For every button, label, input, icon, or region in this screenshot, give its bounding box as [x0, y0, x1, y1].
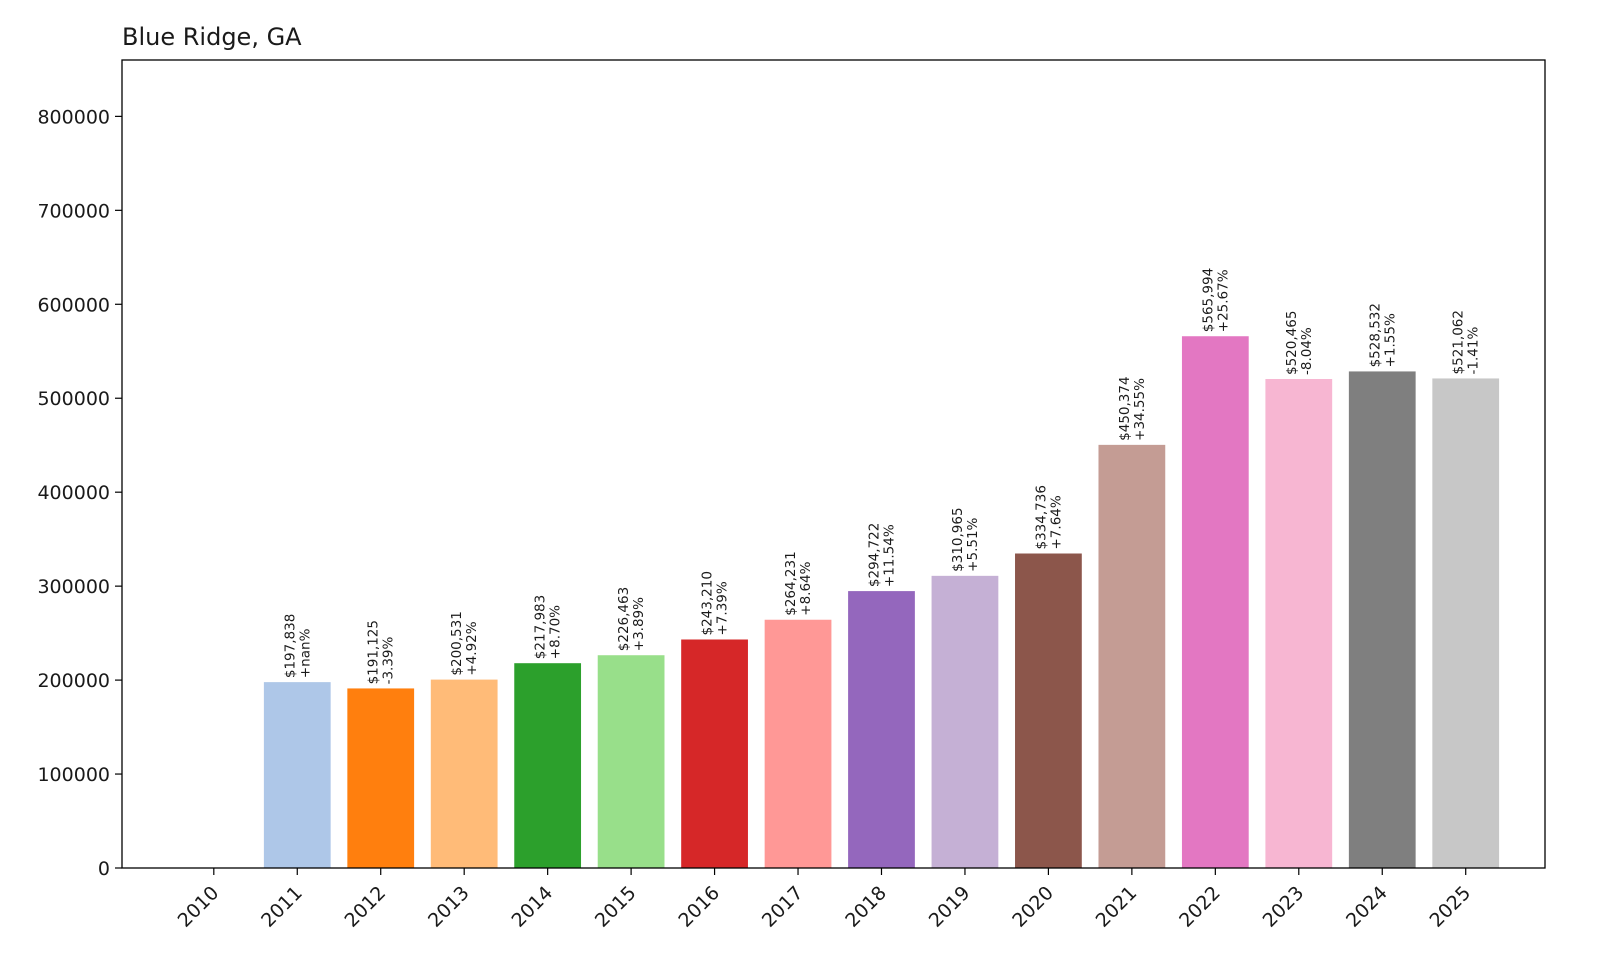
x-tick-label: 2011 — [257, 882, 307, 932]
bar-2023 — [1265, 379, 1333, 868]
bar-change-label: +nan% — [297, 628, 313, 678]
x-tick-label: 2018 — [841, 882, 891, 932]
bar-2025 — [1432, 378, 1500, 868]
x-axis: 2010 2011 2012 2013 2014 2015 2016 2017 2018 2019… — [174, 868, 1475, 932]
x-tick-label: 2019 — [925, 882, 975, 932]
bar-label-2012: $191,125 -3.39% — [366, 620, 397, 684]
bar-change-label: -8.04% — [1299, 327, 1315, 375]
bar-2017 — [764, 619, 832, 868]
bar-value-label: $520,465 — [1284, 311, 1300, 375]
x-tick-label: 2015 — [591, 882, 641, 932]
bar-label-2013: $200,531 +4.92% — [449, 611, 480, 675]
bar-value-label: $310,965 — [950, 507, 966, 571]
bar-2011 — [263, 682, 331, 868]
x-tick-label: 2021 — [1092, 882, 1142, 932]
bar-value-label: $264,231 — [783, 551, 799, 615]
bar-change-label: +5.51% — [965, 517, 981, 571]
x-tick-label: 2012 — [341, 882, 391, 932]
bar-label-2015: $226,463 +3.89% — [616, 587, 647, 651]
bar-change-label: +11.54% — [881, 524, 897, 587]
y-tick-label: 400000 — [37, 482, 110, 504]
bar-change-label: +1.55% — [1382, 313, 1398, 367]
x-tick-label: 2016 — [674, 882, 724, 932]
bar-value-label: $334,736 — [1033, 485, 1049, 549]
bar-label-2024: $528,532 +1.55% — [1367, 303, 1398, 367]
x-tick-label: 2020 — [1008, 882, 1058, 932]
x-tick-label: 2010 — [174, 882, 224, 932]
y-tick-label: 200000 — [37, 670, 110, 692]
bar-value-label: $450,374 — [1117, 376, 1133, 440]
bar-2020 — [1015, 553, 1082, 868]
bar-label-2021: $450,374 +34.55% — [1117, 376, 1148, 440]
bar-labels-group: $197,838 +nan% $191,125 -3.39% $200,531 +4.92… — [282, 268, 1481, 685]
bar-change-label: +8.70% — [548, 605, 564, 659]
x-tick-label: 2014 — [507, 882, 557, 932]
plot-frame — [121, 59, 1546, 869]
bar-change-label: +34.55% — [1132, 378, 1148, 441]
y-tick-label: 300000 — [37, 576, 110, 598]
y-tick-label: 100000 — [37, 764, 110, 786]
bar-label-2014: $217,983 +8.70% — [533, 595, 564, 659]
bar-2015 — [597, 655, 665, 868]
x-tick-label: 2023 — [1259, 882, 1309, 932]
bar-value-label: $243,210 — [700, 571, 716, 635]
bar-value-label: $197,838 — [282, 614, 298, 678]
bar-change-label: +7.64% — [1048, 495, 1064, 549]
bar-change-label: +8.64% — [798, 561, 814, 615]
bar-label-2016: $243,210 +7.39% — [700, 571, 731, 635]
y-tick-label: 500000 — [37, 388, 110, 410]
x-tick-label: 2024 — [1342, 882, 1392, 932]
bar-value-label: $217,983 — [533, 595, 549, 659]
bar-2019 — [931, 575, 999, 868]
bar-change-label: -3.39% — [381, 637, 397, 685]
bar-2012 — [347, 688, 415, 868]
bar-2018 — [848, 591, 915, 868]
bar-label-2011: $197,838 +nan% — [282, 614, 313, 678]
y-tick-label: 600000 — [37, 294, 110, 316]
bar-value-label: $565,994 — [1200, 268, 1216, 332]
bar-2024 — [1348, 371, 1416, 868]
bars-group — [263, 336, 1500, 868]
bar-label-2022: $565,994 +25.67% — [1200, 268, 1231, 332]
bar-change-label: +25.67% — [1215, 269, 1231, 332]
bar-value-label: $294,722 — [866, 523, 882, 587]
bar-value-label: $528,532 — [1367, 303, 1383, 367]
y-tick-label: 700000 — [37, 200, 110, 222]
bar-value-label: $191,125 — [366, 620, 382, 684]
x-tick-label: 2022 — [1175, 882, 1225, 932]
bar-value-label: $521,062 — [1451, 310, 1467, 374]
bar-value-label: $226,463 — [616, 587, 632, 651]
bar-2013 — [430, 679, 498, 868]
bar-2021 — [1098, 444, 1166, 868]
bar-label-2017: $264,231 +8.64% — [783, 551, 814, 615]
bar-label-2025: $521,062 -1.41% — [1451, 310, 1482, 374]
x-tick-label: 2013 — [424, 882, 474, 932]
y-axis: 0 100000 200000 300000 400000 500000 600000 700… — [37, 106, 122, 880]
chart-title: Blue Ridge, GA — [122, 23, 302, 51]
bar-value-label: $200,531 — [449, 611, 465, 675]
bar-2022 — [1181, 336, 1249, 868]
y-tick-label: 800000 — [37, 106, 110, 128]
bar-2014 — [514, 663, 582, 868]
bar-change-label: -1.41% — [1466, 327, 1482, 375]
bar-label-2020: $334,736 +7.64% — [1033, 485, 1064, 549]
bar-label-2018: $294,722 +11.54% — [866, 523, 897, 587]
bar-2016 — [681, 639, 748, 868]
bar-label-2019: $310,965 +5.51% — [950, 507, 981, 571]
bar-change-label: +4.92% — [464, 621, 480, 675]
bar-change-label: +3.89% — [631, 597, 647, 651]
x-tick-label: 2017 — [758, 882, 808, 932]
x-tick-label: 2025 — [1425, 882, 1475, 932]
y-tick-label: 0 — [98, 858, 110, 880]
bar-label-2023: $520,465 -8.04% — [1284, 311, 1315, 375]
bar-change-label: +7.39% — [715, 581, 731, 635]
